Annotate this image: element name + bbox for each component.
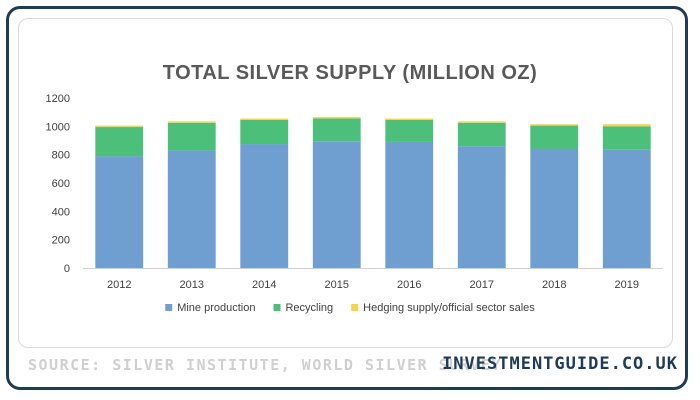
legend-label: Mine production (177, 302, 255, 314)
bar-mine-production-2013 (167, 150, 216, 268)
x-tick-label: 2014 (252, 279, 276, 291)
bar-hedging-supply-official-sector-sales-2016 (385, 118, 434, 120)
bar-hedging-supply-official-sector-sales-2017 (457, 121, 506, 123)
legend-swatch (351, 304, 359, 311)
x-tick-label: 2015 (325, 279, 349, 291)
bar-recycling-2019 (602, 126, 651, 150)
bar-mine-production-2012 (95, 156, 144, 268)
y-tick-label: 1200 (46, 93, 70, 105)
bar-mine-production-2018 (530, 149, 579, 268)
y-tick-label: 800 (52, 150, 70, 162)
legend-swatch (165, 304, 173, 311)
bar-hedging-supply-official-sector-sales-2012 (95, 125, 144, 128)
y-tick-label: 0 (64, 263, 70, 275)
bar-mine-production-2019 (602, 149, 651, 268)
x-tick-label: 2013 (180, 279, 204, 291)
y-tick-label: 200 (52, 235, 70, 247)
bar-hedging-supply-official-sector-sales-2019 (602, 124, 651, 127)
bar-recycling-2018 (530, 125, 579, 149)
legend-label: Recycling (285, 302, 333, 314)
bar-recycling-2014 (240, 119, 289, 145)
chart-title: TOTAL SILVER SUPPLY (MILLION OZ) (163, 62, 538, 84)
bar-recycling-2012 (95, 127, 144, 157)
bar-hedging-supply-official-sector-sales-2018 (530, 124, 579, 126)
bar-recycling-2015 (312, 118, 361, 142)
legend-label: Hedging supply/official sector sales (363, 302, 535, 314)
brand-logo: INVESTMENTGUIDE.CO.UK (442, 354, 678, 374)
bar-recycling-2017 (457, 122, 506, 147)
x-tick-label: 2012 (107, 279, 131, 291)
y-tick-label: 400 (52, 206, 70, 218)
bar-recycling-2013 (167, 122, 216, 151)
legend: Mine production Recycling Hedging supply/o… (165, 302, 535, 314)
y-tick-label: 1000 (46, 121, 70, 133)
x-tick-label: 2019 (615, 279, 639, 291)
x-tick-label: 2017 (470, 279, 494, 291)
y-tick-label: 600 (52, 178, 70, 190)
bar-hedging-supply-official-sector-sales-2014 (240, 118, 289, 120)
bar-hedging-supply-official-sector-sales-2015 (312, 117, 361, 119)
source-note: SOURCE: SILVER INSTITUTE, WORLD SILVER S… (28, 356, 502, 374)
bar-mine-production-2015 (312, 141, 361, 268)
bar-mine-production-2017 (457, 146, 506, 268)
bar-mine-production-2014 (240, 144, 289, 268)
x-tick-label: 2018 (542, 279, 566, 291)
legend-swatch (273, 304, 281, 311)
x-tick-label: 2016 (397, 279, 421, 291)
bar-mine-production-2016 (385, 141, 434, 268)
bar-hedging-supply-official-sector-sales-2013 (167, 121, 216, 123)
plot-area: 0 200 400 600 800 1000 1200 2012 2013 2014 2015 201… (46, 93, 663, 291)
bar-recycling-2016 (385, 119, 434, 142)
